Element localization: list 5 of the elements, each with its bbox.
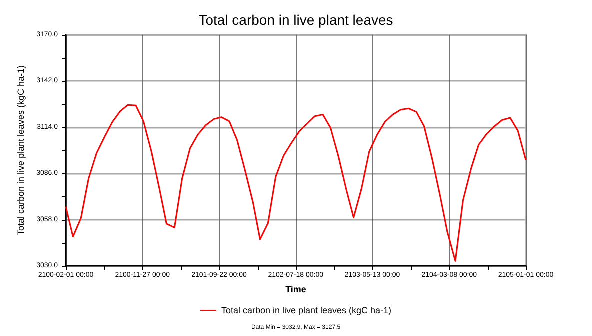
x-axis-title: Time — [286, 284, 306, 294]
line-series — [65, 104, 527, 262]
legend-label: Total carbon in live plant leaves (kgC ha-1) — [221, 306, 392, 316]
chart-title: Total carbon in live plant leaves — [198, 12, 394, 28]
y-axis-title: Total carbon in live plant leaves (kgC ha-1) — [16, 65, 26, 236]
